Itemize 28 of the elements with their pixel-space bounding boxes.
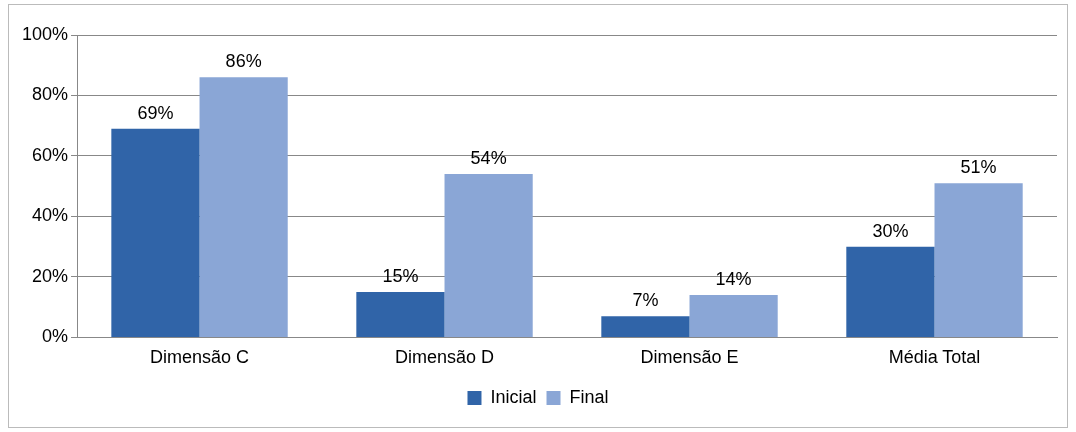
bar (846, 246, 935, 337)
bar (689, 295, 778, 337)
bar (199, 77, 288, 337)
y-tick-label: 0% (42, 326, 69, 347)
data-label: 15% (382, 266, 419, 287)
y-tick-label: 60% (32, 144, 69, 165)
bar (356, 292, 445, 337)
data-label: 54% (470, 148, 507, 169)
y-tick-label: 80% (32, 84, 69, 105)
data-label: 7% (632, 290, 659, 311)
legend-label: Inicial (490, 386, 537, 407)
data-label: 30% (872, 220, 909, 241)
bar (111, 128, 200, 337)
x-tick-label: Dimensão C (150, 347, 250, 368)
data-label: 51% (960, 157, 997, 178)
x-tick-label: Dimensão E (640, 347, 739, 368)
data-label: 86% (225, 51, 262, 72)
bar (444, 174, 533, 337)
legend-label: Final (569, 386, 609, 407)
y-tick-label: 20% (32, 265, 69, 286)
y-tick-label: 40% (32, 205, 69, 226)
y-tick-label: 100% (21, 23, 69, 44)
data-label: 14% (715, 269, 752, 290)
x-tick-label: Média Total (888, 347, 981, 368)
x-tick-label: Dimensão D (395, 347, 495, 368)
bar (934, 183, 1023, 337)
bar (601, 316, 690, 337)
data-label: 69% (137, 102, 174, 123)
